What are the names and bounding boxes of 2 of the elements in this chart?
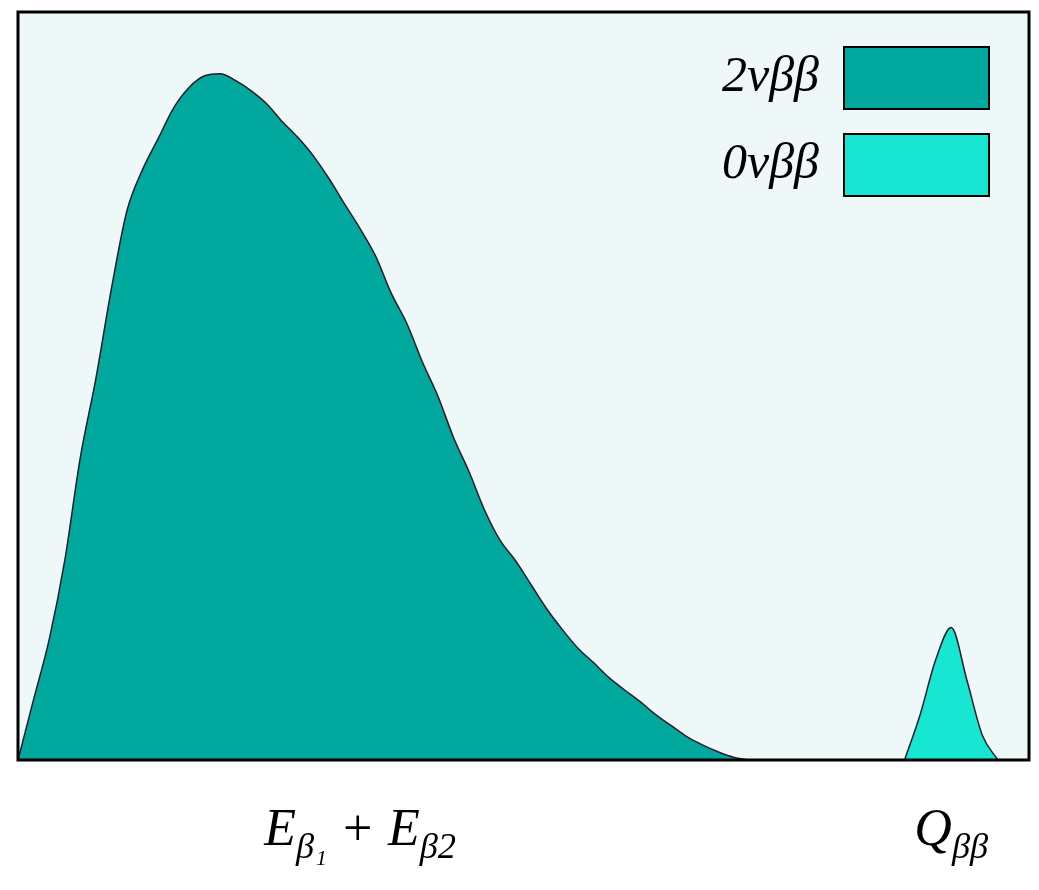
legend-label: 2νββ [722,46,820,103]
legend-label: 0νββ [722,133,820,190]
